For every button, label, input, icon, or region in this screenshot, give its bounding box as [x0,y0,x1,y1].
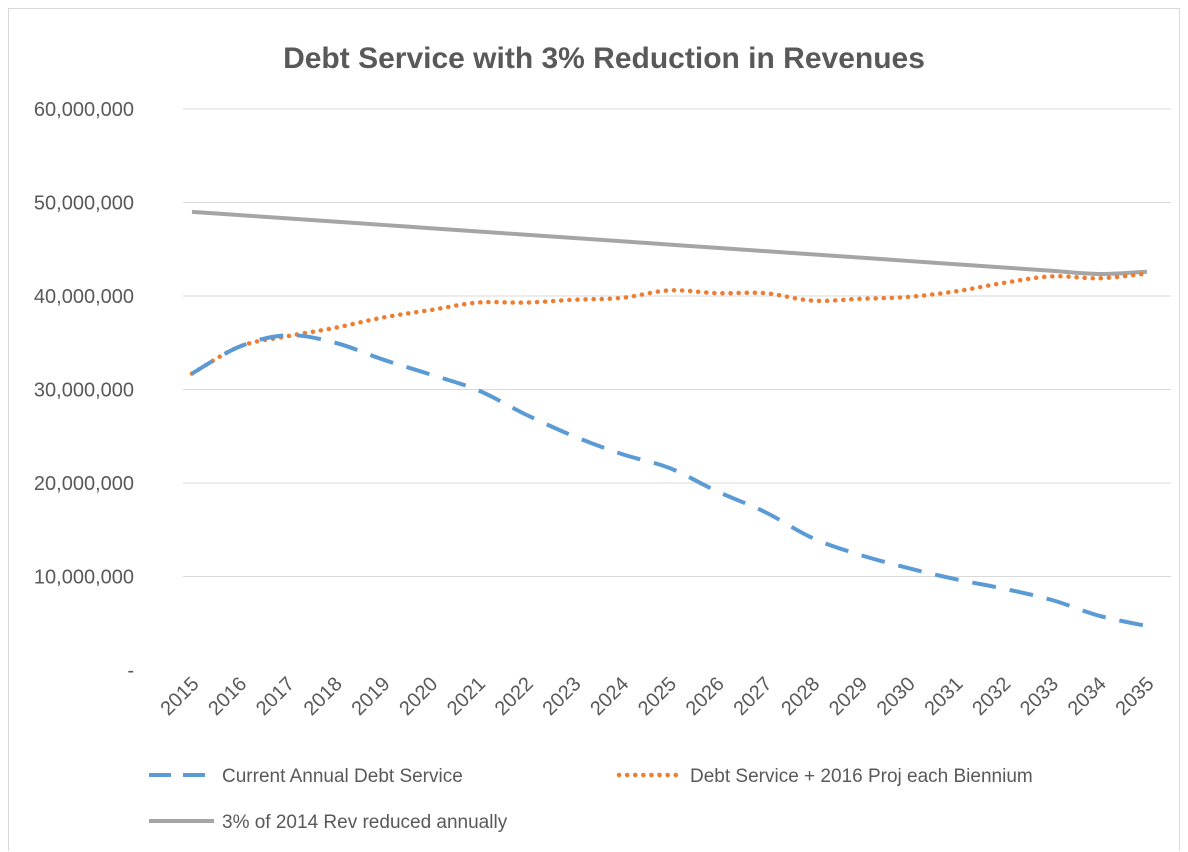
chart-svg: Debt Service with 3% Reduction in Revenu… [34,42,1171,833]
legend-item-current-annual-debt-service: Current Annual Debt Service [149,766,463,787]
x-tick-label: 2031 [921,673,968,720]
gridlines [183,108,1171,577]
x-tick-label: 2021 [443,673,490,720]
x-tick-label: 2020 [395,673,442,720]
y-axis-tick-labels: - 10,000,000 20,000,000 30,000,000 40,000,00… [34,99,134,682]
x-tick-label: 2027 [730,673,777,720]
x-tick-label: 2030 [873,673,920,720]
chart-frame: Debt Service with 3% Reduction in Revenu… [8,8,1180,851]
x-tick-label: 2023 [539,673,586,720]
x-tick-label: 2026 [682,673,729,720]
legend-item-debt-service-plus-2016-proj: Debt Service + 2016 Proj each Biennium [616,766,1033,787]
legend-item-3pct-2014-rev: 3% of 2014 Rev reduced annually [149,812,508,833]
x-tick-label: 2019 [348,673,395,720]
x-axis-tick-labels: 2015 2016 2017 2018 2019 2020 2021 2022 2023 2024… [157,673,1159,720]
x-tick-label: 2034 [1064,673,1111,720]
x-tick-label: 2025 [634,673,681,720]
y-tick-label: 30,000,000 [34,380,134,402]
y-tick-label: 40,000,000 [34,286,134,308]
x-tick-label: 2024 [586,673,633,720]
x-tick-label: 2029 [825,673,872,720]
x-tick-label: 2035 [1112,673,1159,720]
y-tick-label: 20,000,000 [34,473,134,495]
x-tick-label: 2028 [777,673,824,720]
y-tick-label: - [127,660,134,682]
y-tick-label: 60,000,000 [34,99,134,121]
x-tick-label: 2015 [157,673,204,720]
x-tick-label: 2022 [491,673,538,720]
x-tick-label: 2032 [968,673,1015,720]
legend: Current Annual Debt Service Debt Service … [149,766,1033,833]
series-line-current-annual-debt-service [190,333,1148,629]
legend-label: Debt Service + 2016 Proj each Biennium [690,766,1033,787]
legend-label: 3% of 2014 Rev reduced annually [222,812,508,833]
y-tick-label: 50,000,000 [34,193,134,215]
y-tick-label: 10,000,000 [34,567,134,589]
series-line-3pct-2014-rev [191,209,1148,277]
x-tick-label: 2018 [300,673,347,720]
x-tick-label: 2016 [204,673,251,720]
series-lines [189,209,1150,629]
chart-title: Debt Service with 3% Reduction in Revenu… [283,42,925,75]
legend-label: Current Annual Debt Service [222,766,463,787]
x-tick-label: 2033 [1016,673,1063,720]
x-tick-label: 2017 [252,673,299,720]
series-line-debt-service-plus-2016-proj [189,271,1150,376]
